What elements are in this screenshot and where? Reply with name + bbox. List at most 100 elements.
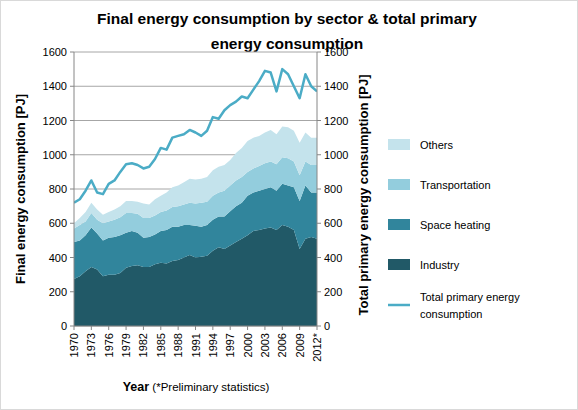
y-tick-label: 1000 <box>43 149 67 161</box>
y-tick <box>70 326 74 327</box>
legend: Others Transportation Space heating Industr… <box>388 139 520 320</box>
legend-label-line: consumption <box>420 308 482 320</box>
x-tick-label: 1970 <box>68 333 80 357</box>
x-title-note: (*Preliminary statistics) <box>149 381 269 393</box>
legend-label-line: Industry <box>420 259 460 271</box>
x-tick-label: 1997 <box>224 333 236 357</box>
area-series <box>74 126 317 228</box>
data-group <box>74 69 317 326</box>
chart-root: Final energy consumption by sector & tot… <box>0 0 578 410</box>
y-tick <box>70 189 74 190</box>
x-tick <box>282 326 283 330</box>
y2-tick-label: 1000 <box>324 149 348 161</box>
y2-axis-line <box>317 52 318 326</box>
y2-tick-label: 200 <box>324 286 342 298</box>
x-tick <box>299 326 300 330</box>
legend-swatch <box>388 139 410 150</box>
line-series <box>74 69 317 203</box>
y2-axis-title: Total primary energy consumption [PJ] <box>356 74 371 315</box>
legend-label-line: Transportation <box>420 179 491 191</box>
y-tick-label: 800 <box>49 183 67 195</box>
x-title-main: Year <box>123 380 150 394</box>
x-tick-label: 2000 <box>242 333 254 357</box>
y2-tick-label: 1600 <box>324 46 348 58</box>
x-tick <box>160 326 161 330</box>
y2-tick <box>317 154 321 155</box>
legend-swatch <box>388 219 410 230</box>
y2-tick <box>317 223 321 224</box>
x-tick-label: 2012* <box>311 332 323 361</box>
y-tick-label: 1600 <box>43 46 67 58</box>
x-tick <box>230 326 231 330</box>
x-tick <box>178 326 179 330</box>
x-tick <box>247 326 248 330</box>
grid-line <box>74 120 317 121</box>
x-tick <box>108 326 109 330</box>
x-tick-label: 1976 <box>103 333 115 357</box>
y-tick-label: 600 <box>49 217 67 229</box>
y2-tick <box>317 291 321 292</box>
grid-line <box>74 86 317 87</box>
x-tick <box>126 326 127 330</box>
x-tick-label: 1979 <box>120 333 132 357</box>
x-tick <box>212 326 213 330</box>
legend-label-line: Total primary energy <box>420 291 520 303</box>
y2-tick-label: 1200 <box>324 115 348 127</box>
y2-tick-label: 0 <box>324 320 330 332</box>
legend-label: Space heating <box>420 219 490 231</box>
x-tick-label: 2006 <box>276 333 288 357</box>
x-tick-label: 1988 <box>172 333 184 357</box>
x-tick-label: 2009 <box>294 333 306 357</box>
x-tick <box>195 326 196 330</box>
chart-title: Final energy consumption by sector & tot… <box>97 10 477 52</box>
x-tick <box>91 326 92 330</box>
legend-label: Total primary energy consumption <box>420 291 520 320</box>
y-tick <box>70 154 74 155</box>
x-tick-label: 1991 <box>190 333 202 357</box>
legend-label-line: Space heating <box>420 219 490 231</box>
legend-label: Industry <box>420 259 460 271</box>
x-axis-title: Year (*Preliminary statistics) <box>123 380 270 394</box>
legend-label: Transportation <box>420 179 491 191</box>
chart-background <box>1 1 578 410</box>
legend-line <box>388 304 410 307</box>
x-tick-label: 1994 <box>207 333 219 357</box>
y2-tick <box>317 189 321 190</box>
y-tick-label: 200 <box>49 286 67 298</box>
x-tick-label: 1982 <box>137 333 149 357</box>
y2-tick-label: 400 <box>324 252 342 264</box>
legend-swatch <box>388 259 410 270</box>
y2-tick-label: 800 <box>324 183 342 195</box>
x-tick <box>317 326 318 330</box>
y-tick <box>70 257 74 258</box>
y-tick-label: 1200 <box>43 115 67 127</box>
y-tick <box>70 120 74 121</box>
y2-tick <box>317 326 321 327</box>
y2-tick-label: 600 <box>324 217 342 229</box>
y2-tick <box>317 52 321 53</box>
legend-label-line: Others <box>420 139 454 151</box>
x-tick <box>74 326 75 330</box>
y-axis-line <box>74 52 75 326</box>
x-tick <box>264 326 265 330</box>
y2-tick-label: 1400 <box>324 80 348 92</box>
y-tick-label: 0 <box>61 320 67 332</box>
legend-swatch <box>388 179 410 190</box>
y-tick <box>70 52 74 53</box>
x-tick-label: 1973 <box>85 333 97 357</box>
grid-line <box>74 52 317 53</box>
legend-label: Others <box>420 139 454 151</box>
x-tick-label: 2003 <box>259 333 271 357</box>
y-tick <box>70 291 74 292</box>
y2-tick <box>317 257 321 258</box>
x-tick-label: 1985 <box>155 333 167 357</box>
y-tick <box>70 223 74 224</box>
title-line: Final energy consumption by sector & tot… <box>97 10 477 27</box>
y2-tick <box>317 86 321 87</box>
x-tick <box>143 326 144 330</box>
grid <box>74 52 317 326</box>
y-tick-label: 400 <box>49 252 67 264</box>
y-tick-label: 1400 <box>43 80 67 92</box>
y-axis-title: Final energy consumption [PJ] <box>13 94 28 284</box>
y2-tick <box>317 120 321 121</box>
